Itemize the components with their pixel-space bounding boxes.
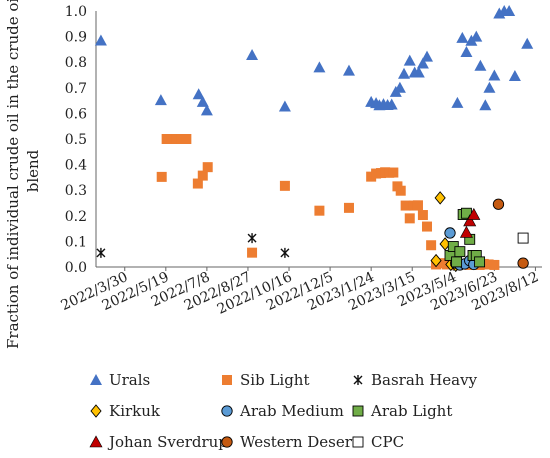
sib-light-point [343,202,354,213]
cpc-point [517,232,529,244]
johan-sverdrup-point [467,207,481,220]
basrah-heavy-point [96,247,106,258]
sib-light-point [489,259,500,270]
y-axis-title-line-2: blend [24,149,42,192]
legend-marker-arab-medium [221,405,233,417]
basrah-heavy-point [280,247,290,258]
sib-light-point [404,213,415,224]
legend-marker-western-desert [221,436,233,448]
arab-medium-point [444,227,456,239]
y-tick-label: 0.5 [65,132,87,148]
arab-light-point [474,256,486,268]
kirkuk-point [430,253,442,268]
urals-point [278,100,291,112]
y-tick-label: 0.8 [65,55,87,71]
legend-label-cpc: CPC [371,433,404,451]
urals-point [403,54,416,66]
urals-point [192,88,205,100]
urals-point [154,94,167,106]
western-desert-point [492,198,505,210]
legend-label-basrah-heavy: Basrah Heavy [371,371,478,389]
urals-point [385,98,398,110]
urals-point [456,31,469,43]
legend-marker-sib-light [222,375,232,385]
urals-point [483,81,496,93]
urals-point [412,66,425,78]
urals-point [479,99,492,111]
urals-point [416,57,429,69]
johan-sverdrup-point [463,214,477,227]
sib-light-point [417,210,428,221]
y-axis-title-line-1: Fraction of individual crude oil in the … [4,0,22,349]
sib-light-point [192,178,203,189]
legend-label-arab-medium: Arab Medium [239,402,344,420]
sib-light-point [202,162,213,173]
urals-point [393,81,406,93]
legend-marker-arab-light [352,405,364,417]
urals-point [200,104,213,116]
plot-points [94,5,534,273]
legend-label-western-desert: Western Desert [240,433,358,451]
sib-light-point [400,200,411,211]
legend-label-sib-light: Sib Light [240,371,310,389]
legend-label-urals: Urals [109,371,150,389]
sib-light-point [197,170,208,181]
arab-light-point [451,256,463,268]
legend-marker-cpc [352,436,364,448]
sib-light-point [422,221,433,232]
sib-light-point [181,134,192,144]
legend-marker-kirkuk [90,404,102,418]
sib-light-point [426,240,437,251]
basrah-heavy-point [247,233,257,244]
y-tick-label: 0.2 [65,209,87,225]
sib-light-point [388,167,399,178]
sib-light-point [314,205,325,216]
legend-label-arab-light: Arab Light [370,402,452,420]
urals-point [94,34,107,46]
urals-point [460,45,473,57]
x-tick-labels: 2022/3/302022/5/192022/7/82022/8/272022/… [59,269,542,318]
legend-marker-urals [90,374,102,385]
urals-point [421,50,434,62]
sib-light-point [483,259,494,270]
urals-point [196,95,209,107]
arab-light-point [454,246,466,258]
y-tick-label: 0.4 [65,158,87,174]
y-tick-label: 0.1 [65,234,87,250]
sib-light-point [247,247,258,258]
urals-point [521,37,534,49]
y-tick-label: 0.9 [65,30,87,46]
y-tick-labels: 0.0 0.1 0.2 0.3 0.4 0.5 0.6 0.7 0.8 0.9 1.0 [65,4,87,276]
urals-point [470,30,483,42]
y-tick-label: 0.6 [65,106,87,122]
y-tick-label: 0.7 [65,81,87,97]
legend-marker-basrah-heavy [353,375,363,385]
sib-light-point [279,180,290,191]
urals-point [488,69,501,81]
urals-point [246,49,259,61]
sib-light-point [412,200,423,211]
legend-marker-johan-sverdrup [89,435,103,448]
urals-point [313,61,326,73]
urals-point [451,96,464,108]
sib-light-point [395,185,406,196]
urals-point [398,67,411,79]
urals-point [503,5,516,16]
urals-point [508,70,521,82]
y-tick-label: 0.3 [65,183,87,199]
sib-light-point [156,171,167,182]
y-tick-label: 1.0 [65,4,87,20]
legend-label-kirkuk: Kirkuk [109,402,161,420]
urals-point [474,59,487,71]
legend: Urals Sib Light Basrah Heavy Kirkuk Arab Med… [89,371,478,451]
y-tick-label: 0.0 [65,260,87,276]
urals-point [342,64,355,76]
legend-label-johan-sverdrup: Johan Sverdrup [107,433,228,451]
johan-sverdrup-point [459,225,473,238]
kirkuk-point [434,191,446,205]
western-desert-point [517,257,529,269]
